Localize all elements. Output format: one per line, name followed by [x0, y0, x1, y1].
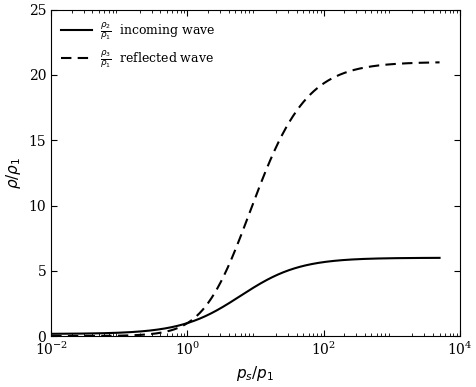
Legend: $\frac{\rho_2}{\rho_1}$  incoming wave, $\frac{\rho_3}{\rho_1}$  reflected wave: $\frac{\rho_2}{\rho_1}$ incoming wave, $…: [57, 16, 219, 74]
X-axis label: $p_s/p_1$: $p_s/p_1$: [236, 364, 274, 383]
Y-axis label: $\rho/\rho_1$: $\rho/\rho_1$: [4, 157, 23, 189]
